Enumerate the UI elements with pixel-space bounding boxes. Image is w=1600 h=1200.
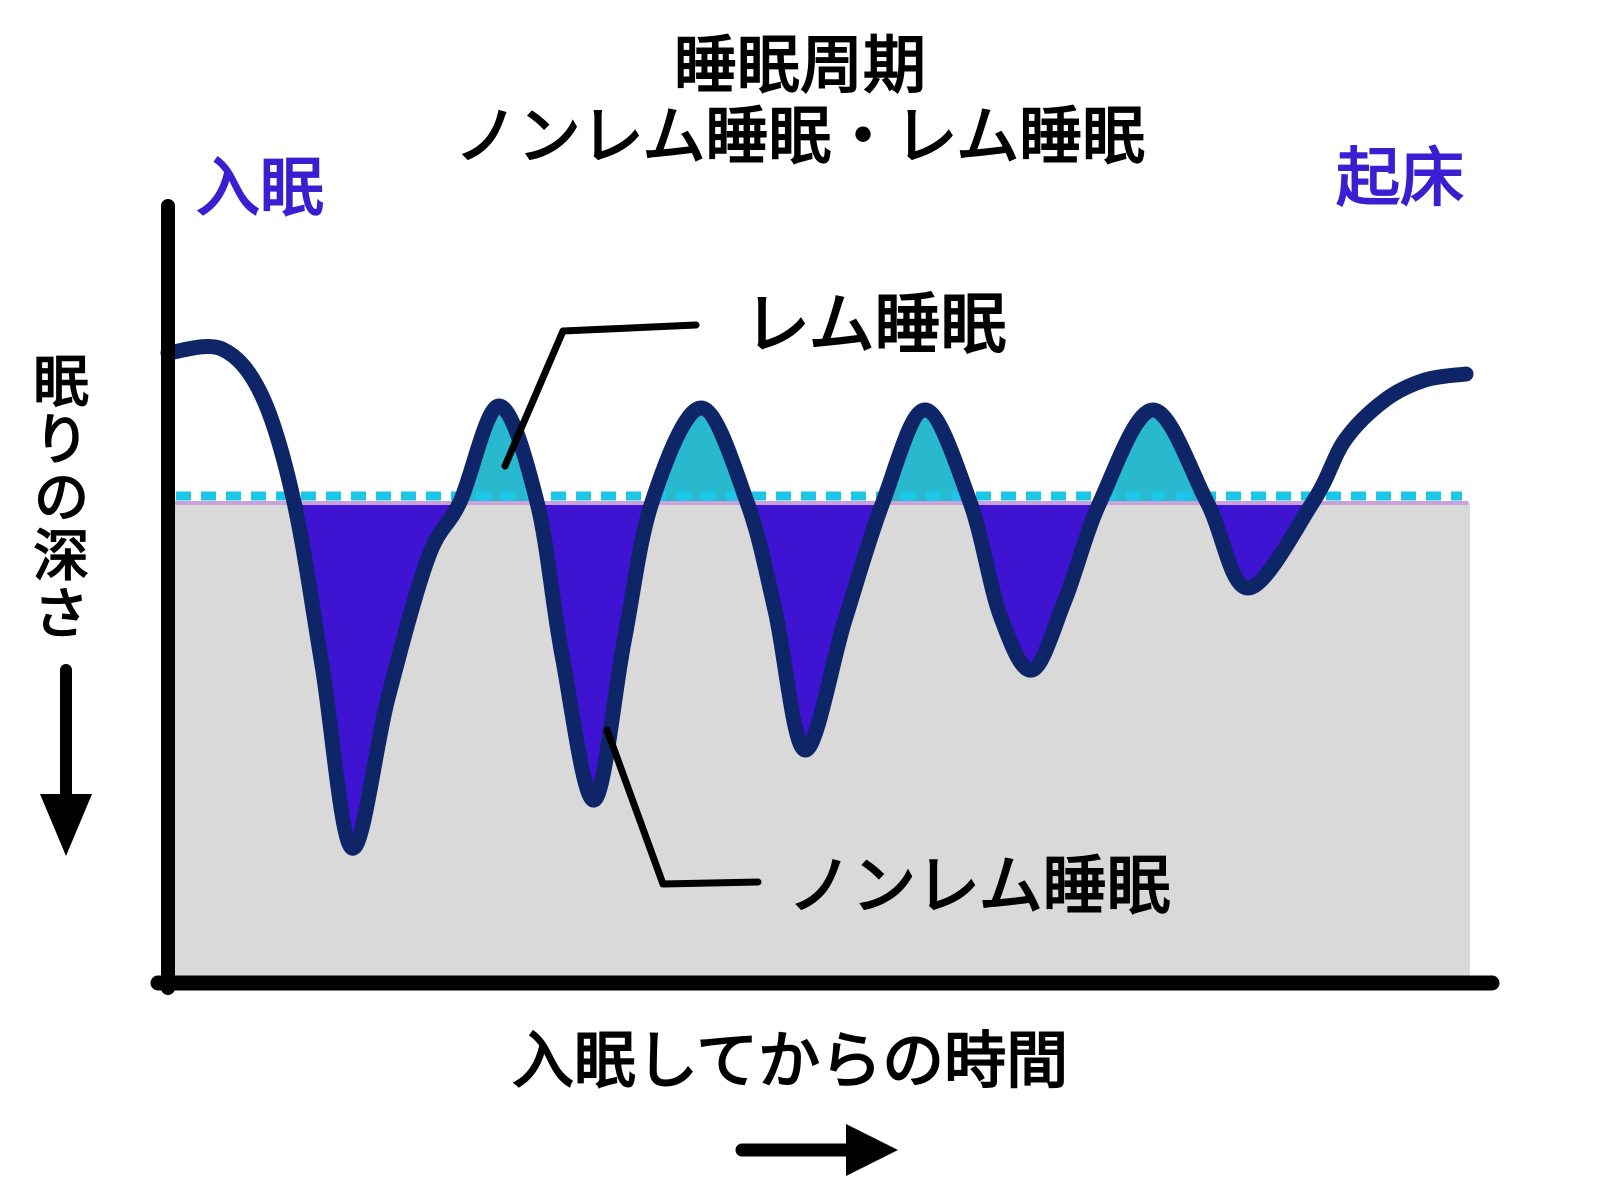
time-direction-right-arrow-icon <box>735 1124 898 1176</box>
chart-title-line2: ノンレム睡眠・レム睡眠 <box>454 100 1146 173</box>
rem-fill-lobe <box>1100 410 1207 502</box>
rem-fill-lobe <box>460 406 537 502</box>
rem-fill-lobe <box>883 410 970 502</box>
rem-fill-lobe <box>652 408 747 502</box>
rem-sleep-label: レム睡眠 <box>744 286 1007 363</box>
wake-up-label: 起床 <box>1336 142 1464 216</box>
chart-title: 睡眠周期 ノンレム睡眠・レム睡眠 <box>0 30 1600 172</box>
nonrem-fill-lobe <box>537 502 652 801</box>
chart-title-line1: 睡眠周期 <box>674 29 926 102</box>
depth-direction-down-arrow-icon <box>40 664 92 856</box>
sleep-depth-curve <box>160 339 1474 856</box>
rem-sleep-fill-areas <box>460 406 1207 502</box>
sleep-onset-label: 入眠 <box>196 152 324 226</box>
nonrem-sleep-label: ノンレム睡眠 <box>788 850 1171 924</box>
rem-label-leader-line <box>501 321 700 470</box>
x-axis-label: 入眠してからの時間 <box>512 1024 1069 1097</box>
nonrem-fill-lobe <box>970 502 1100 671</box>
nonrem-label-leader-line <box>603 726 762 888</box>
y-axis-label: 眠りの深さ <box>23 352 89 642</box>
nonrem-fill-lobe <box>747 502 883 751</box>
